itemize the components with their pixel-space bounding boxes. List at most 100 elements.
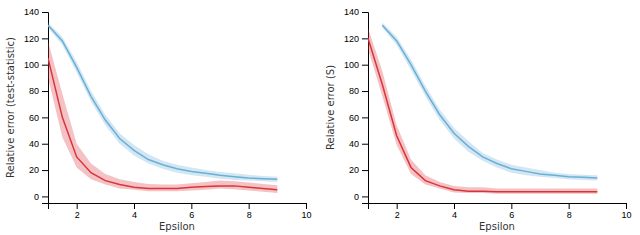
y-tick-mark bbox=[42, 144, 48, 145]
y-tick-mark bbox=[42, 12, 48, 13]
band bbox=[368, 28, 597, 194]
line bbox=[368, 38, 597, 191]
y-tick-mark bbox=[362, 38, 368, 39]
y-tick: 40 bbox=[29, 139, 48, 149]
y-tick: 120 bbox=[344, 34, 368, 44]
band bbox=[48, 41, 277, 193]
y-tick: 60 bbox=[29, 113, 48, 123]
x-tick: 10 bbox=[301, 203, 311, 220]
x-tick-label: 8 bbox=[567, 210, 572, 220]
x-tick-label: 4 bbox=[132, 210, 137, 220]
y-tick-label: 140 bbox=[344, 7, 359, 17]
plot-area bbox=[368, 23, 597, 194]
y-tick-mark bbox=[362, 170, 368, 171]
x-tick: 6 bbox=[509, 203, 514, 220]
x-tick-mark bbox=[134, 203, 135, 209]
x-tick: 8 bbox=[247, 203, 252, 220]
x-tick-mark bbox=[306, 203, 307, 209]
y-tick-mark bbox=[362, 117, 368, 118]
y-tick: 80 bbox=[349, 86, 368, 96]
x-tick-label: 6 bbox=[509, 210, 514, 220]
y-tick: 120 bbox=[24, 34, 48, 44]
y-tick: 100 bbox=[344, 60, 368, 70]
y-tick-mark bbox=[42, 117, 48, 118]
panel: 246810020406080100120140EpsilonRelative … bbox=[5, 7, 312, 232]
line bbox=[48, 58, 277, 190]
y-axis-title: Relative error (test-statistic) bbox=[5, 37, 16, 178]
x-tick-mark bbox=[511, 203, 512, 209]
x-tick: 2 bbox=[75, 203, 80, 220]
band bbox=[382, 23, 597, 181]
y-tick: 20 bbox=[29, 165, 48, 175]
x-tick-label: 6 bbox=[189, 210, 194, 220]
y-tick: 100 bbox=[24, 60, 48, 70]
y-tick: 140 bbox=[344, 7, 368, 17]
y-tick-mark bbox=[42, 38, 48, 39]
y-tick-label: 20 bbox=[29, 165, 39, 175]
x-tick: 2 bbox=[395, 203, 400, 220]
y-axis-title: Relative error (S) bbox=[325, 65, 336, 150]
y-tick-label: 100 bbox=[24, 60, 39, 70]
x-tick-label: 8 bbox=[247, 210, 252, 220]
x-tick-label: 2 bbox=[395, 210, 400, 220]
x-tick-mark bbox=[454, 203, 455, 209]
y-tick-label: 0 bbox=[34, 192, 39, 202]
plot-area bbox=[48, 23, 277, 194]
y-tick: 60 bbox=[349, 113, 368, 123]
y-tick-label: 20 bbox=[349, 165, 359, 175]
y-tick-label: 40 bbox=[349, 139, 359, 149]
y-tick-label: 0 bbox=[354, 192, 359, 202]
y-axis-line bbox=[42, 13, 49, 204]
x-axis-line bbox=[49, 204, 307, 210]
x-tick: 8 bbox=[567, 203, 572, 220]
y-tick-mark bbox=[42, 196, 48, 197]
y-tick-label: 60 bbox=[29, 113, 39, 123]
panel: 246810020406080100120140EpsilonRelative … bbox=[325, 7, 632, 232]
y-tick-label: 140 bbox=[24, 7, 39, 17]
x-tick-mark bbox=[191, 203, 192, 209]
figure: 246810020406080100120140EpsilonRelative … bbox=[0, 0, 640, 235]
x-tick: 10 bbox=[621, 203, 631, 220]
x-tick-mark bbox=[77, 203, 78, 209]
x-axis-title: Epsilon bbox=[479, 221, 515, 232]
x-tick-label: 2 bbox=[75, 210, 80, 220]
x-tick: 4 bbox=[452, 203, 457, 220]
y-tick-mark bbox=[362, 12, 368, 13]
y-tick-label: 120 bbox=[344, 34, 359, 44]
x-tick-label: 10 bbox=[301, 210, 311, 220]
x-tick-mark bbox=[249, 203, 250, 209]
y-tick-label: 100 bbox=[344, 60, 359, 70]
y-tick-label: 80 bbox=[29, 86, 39, 96]
x-tick-label: 4 bbox=[452, 210, 457, 220]
y-tick-mark bbox=[362, 144, 368, 145]
y-tick-label: 40 bbox=[29, 139, 39, 149]
x-tick-mark bbox=[626, 203, 627, 209]
y-tick-mark bbox=[42, 170, 48, 171]
x-axis-title: Epsilon bbox=[159, 221, 195, 232]
y-tick-mark bbox=[362, 196, 368, 197]
y-tick-mark bbox=[362, 65, 368, 66]
y-tick: 0 bbox=[354, 192, 368, 202]
y-axis: 0 20 40 60 80 100 120 140 bbox=[24, 7, 49, 203]
x-axis-line bbox=[369, 204, 627, 210]
x-tick-label: 10 bbox=[621, 210, 631, 220]
y-tick-label: 80 bbox=[349, 86, 359, 96]
y-axis-line bbox=[362, 13, 369, 204]
y-tick-mark bbox=[42, 65, 48, 66]
y-tick-mark bbox=[42, 91, 48, 92]
y-tick: 40 bbox=[349, 139, 368, 149]
y-tick: 0 bbox=[34, 192, 48, 202]
y-tick-mark bbox=[362, 91, 368, 92]
x-axis: 2 4 6 8 10 bbox=[49, 203, 312, 220]
y-tick-label: 60 bbox=[349, 113, 359, 123]
y-tick: 20 bbox=[349, 165, 368, 175]
x-tick-mark bbox=[397, 203, 398, 209]
y-tick-label: 120 bbox=[24, 34, 39, 44]
line bbox=[48, 25, 277, 179]
line bbox=[382, 25, 597, 178]
x-tick: 6 bbox=[189, 203, 194, 220]
x-tick-mark bbox=[569, 203, 570, 209]
y-axis: 0 20 40 60 80 100 120 140 bbox=[344, 7, 369, 203]
y-tick: 140 bbox=[24, 7, 48, 17]
x-axis: 2 4 6 8 10 bbox=[369, 203, 632, 220]
